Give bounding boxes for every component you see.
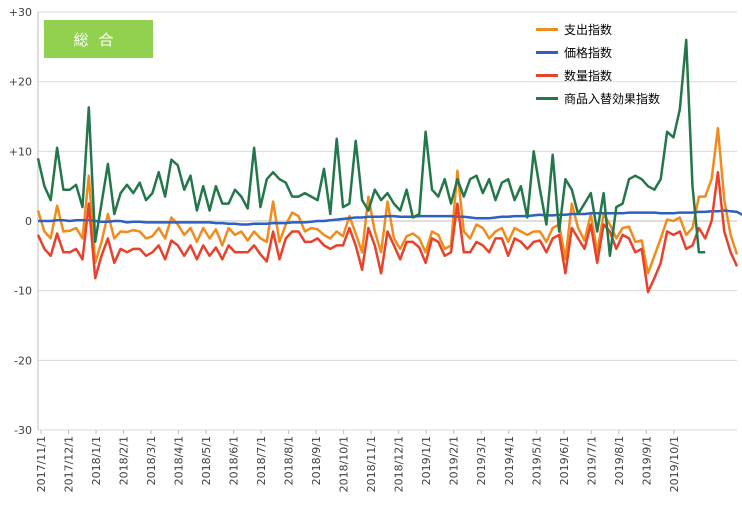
x-tick-label: 2019/8/1 (613, 436, 626, 485)
legend-label-quantity: 数量指数 (564, 69, 613, 83)
legend-label-price: 価格指数 (564, 46, 613, 60)
x-tick-label: 2019/1/1 (420, 436, 433, 485)
legend-swatch-quantity (536, 74, 558, 77)
x-tick-label: 2018/8/1 (283, 436, 296, 485)
x-tick-label: 2018/3/1 (145, 436, 158, 485)
x-tick-label: 2018/6/1 (228, 436, 241, 485)
x-tick-label: 2019/10/1 (668, 436, 681, 492)
x-tick-label: 2018/4/1 (173, 436, 186, 485)
y-tick-label: +20 (9, 76, 32, 89)
x-tick-label: 2018/11/1 (365, 436, 378, 492)
y-tick-label: -20 (14, 354, 32, 367)
series-line-1 (38, 209, 742, 226)
x-tick-label: 2018/1/1 (90, 436, 103, 485)
legend-item-price: 価格指数 (536, 41, 660, 64)
category-badge-label: 総合 (73, 30, 124, 49)
x-tick-label: 2018/9/1 (310, 436, 323, 485)
series-lines (36, 38, 742, 294)
x-axis-tick-labels: 2017/11/1 2017/12/1 2018/1/1 2018/2/1 2018/3… (35, 430, 681, 492)
legend-item-spending: 支出指数 (536, 18, 660, 41)
y-tick-label: -10 (14, 285, 32, 298)
x-tick-label: 2018/2/1 (118, 436, 131, 485)
x-tick-label: 2018/10/1 (338, 436, 351, 492)
x-tick-label: 2018/5/1 (200, 436, 213, 485)
legend-label-replacement: 商品入替効果指数 (564, 92, 661, 106)
legend-swatch-spending (536, 28, 558, 31)
x-tick-label: 2019/6/1 (558, 436, 571, 485)
x-tick-label: 2018/12/1 (393, 436, 406, 492)
y-axis-tick-labels: +30 +20 +10 0 -10 -20 -30 (9, 6, 32, 437)
category-badge: 総合 (44, 20, 153, 58)
legend-label-spending: 支出指数 (564, 23, 613, 37)
legend-swatch-replacement (536, 97, 558, 100)
x-tick-label: 2019/2/1 (448, 436, 461, 485)
y-tick-label: +30 (9, 6, 32, 19)
legend-item-quantity: 数量指数 (536, 64, 660, 87)
x-tick-label: 2019/9/1 (640, 436, 653, 485)
x-tick-label: 2017/11/1 (35, 436, 48, 492)
legend-item-replacement: 商品入替効果指数 (536, 87, 660, 110)
series-line-0 (36, 127, 739, 275)
series-line-3 (36, 38, 706, 258)
x-tick-label: 2018/7/1 (255, 436, 268, 485)
legend-swatch-price (536, 51, 558, 54)
gridlines (37, 11, 737, 431)
x-tick-label: 2019/4/1 (503, 436, 516, 485)
x-tick-label: 2017/12/1 (63, 436, 76, 492)
x-tick-label: 2019/3/1 (475, 436, 488, 485)
y-tick-label: -30 (14, 424, 32, 437)
x-tick-label: 2019/5/1 (530, 436, 543, 485)
y-tick-label: 0 (25, 215, 32, 228)
legend: 支出指数 価格指数 数量指数 商品入替効果指数 (536, 18, 660, 110)
x-tick-label: 2019/7/1 (585, 436, 598, 485)
y-tick-label: +10 (9, 145, 32, 158)
series-line-2 (36, 170, 739, 294)
